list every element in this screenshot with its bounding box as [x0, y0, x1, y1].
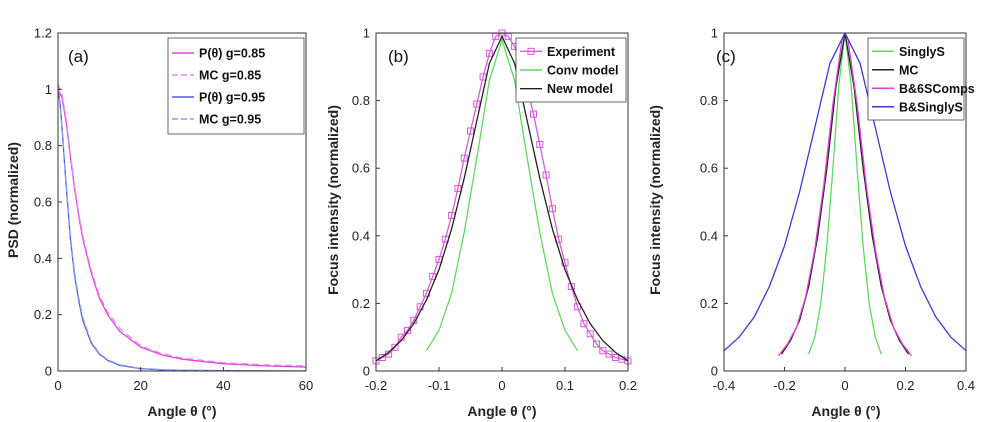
x-tick-label-b-4: 0.2	[619, 378, 637, 393]
panel-label-a: (a)	[68, 47, 89, 66]
data-point-b-0-25	[530, 110, 537, 118]
data-point-b-0-28	[548, 205, 556, 213]
y-tick-label-c-3: 0.6	[700, 161, 718, 176]
x-tick-label-b-2: 0	[498, 378, 505, 393]
y-tick-label-a-4: 0.8	[34, 138, 52, 153]
x-tick-label-a-0: 0	[54, 378, 61, 393]
series-line-b-2	[376, 34, 628, 362]
data-point-b-0-18	[485, 49, 493, 57]
chart-panel-a: 0 20 40 60 0 0.2 0.4 0.6 0.8 1 1.2 (a) Angle θ (°)…	[5, 26, 313, 420]
x-tick-label-c-2: 0	[841, 378, 848, 393]
y-tick-label-b-5: 1	[363, 26, 370, 41]
legend-label-a-1: MC g=0.85	[199, 69, 261, 83]
x-tick-label-c-0: -0.4	[713, 378, 735, 393]
y-tick-label-b-1: 0.2	[352, 296, 370, 311]
data-point-b-0-35	[593, 340, 600, 348]
legend-b: Experiment Conv model New model	[515, 37, 627, 103]
series-line-b-1	[425, 37, 579, 352]
x-tick-label-b-1: -0.1	[428, 378, 450, 393]
y-tick-label-b-4: 0.8	[352, 93, 370, 108]
x-tick-label-a-3: 60	[299, 378, 313, 393]
y-tick-label-a-0: 0	[45, 364, 52, 379]
data-point-b-0-27	[542, 171, 550, 179]
x-tick-label-c-3: 0.2	[896, 378, 914, 393]
data-point-b-0-5	[404, 326, 411, 334]
legend-box-a	[167, 37, 305, 135]
legend-label-b-2: New model	[547, 82, 613, 96]
panel-label-c: (c)	[716, 47, 736, 66]
x-tick-label-b-0: -0.2	[365, 378, 387, 393]
chart-panel-b: -0.2 -0.1 0 0.1 0.2 0 0.2 0.4 0.6 0.8 1 (b) Angle …	[325, 26, 637, 420]
axis-layer-a: 0 20 40 60 0 0.2 0.4 0.6 0.8 1 1.2	[34, 26, 313, 394]
legend-label-a-2: P(θ) g=0.95	[199, 91, 265, 105]
axis-layer-b: -0.2 -0.1 0 0.1 0.2 0 0.2 0.4 0.6 0.8 1	[352, 26, 637, 394]
y-tick-label-c-0: 0	[711, 364, 718, 379]
legend-label-a-0: P(θ) g=0.85	[199, 47, 265, 61]
y-tick-label-b-0: 0	[363, 364, 370, 379]
data-point-b-0-34	[586, 330, 594, 338]
series-line-a-3	[58, 86, 306, 371]
x-tick-label-a-1: 20	[133, 378, 147, 393]
legend-label-b-1: Conv model	[547, 64, 619, 78]
legend-label-c-1: MC	[899, 63, 918, 77]
y-axis-label-c: Focus intensity (normalized)	[647, 105, 663, 295]
series-line-c-3	[724, 33, 966, 352]
axis-layer-c: -0.4 -0.2 0 0.2 0.4 0 0.2 0.4 0.6 0.8 1	[700, 26, 975, 394]
legend-marker-b-0	[527, 47, 535, 55]
plot-layer-c	[724, 33, 966, 357]
y-tick-label-a-3: 0.6	[34, 195, 52, 210]
y-tick-label-a-6: 1.2	[34, 26, 52, 41]
y-tick-label-a-2: 0.4	[34, 251, 52, 266]
y-tick-label-c-5: 1	[711, 26, 718, 41]
legend-label-c-3: B&SinglyS	[899, 100, 963, 114]
data-point-b-0-26	[536, 141, 544, 148]
x-axis-label-b: Angle θ (°)	[467, 403, 536, 419]
y-tick-label-a-5: 1	[45, 82, 52, 97]
legend-a: P(θ) g=0.85 MC g=0.85 P(θ) g=0.95 MC g=0.95	[167, 37, 305, 135]
y-axis-label-b: Focus intensity (normalized)	[325, 105, 341, 295]
chart-panel-c: -0.4 -0.2 0 0.2 0.4 0 0.2 0.4 0.6 0.8 1 (c) Angle …	[647, 26, 975, 420]
data-point-b-0-15	[467, 127, 474, 135]
x-axis-label-a: Angle θ (°)	[147, 403, 216, 419]
y-tick-label-b-2: 0.4	[352, 228, 370, 243]
data-point-b-0-13	[454, 185, 462, 192]
x-tick-label-c-4: 0.4	[957, 378, 975, 393]
y-tick-label-b-3: 0.6	[352, 161, 370, 176]
plot-layer-b	[372, 29, 632, 365]
data-point-b-0-30	[561, 259, 569, 267]
x-axis-label-c: Angle θ (°)	[811, 403, 880, 419]
legend-label-c-2: B&6SComps	[899, 82, 975, 96]
data-point-b-0-14	[460, 154, 468, 162]
series-line-c-2	[777, 33, 913, 357]
data-point-b-0-3	[391, 343, 399, 351]
x-tick-label-b-3: 0.1	[556, 378, 574, 393]
legend-label-a-3: MC g=0.95	[199, 113, 261, 127]
series-line-a-1	[58, 83, 306, 367]
panel-label-b: (b)	[388, 47, 409, 66]
legend-c: SinglyS MC B&6SComps B&SinglyS	[867, 37, 975, 121]
y-tick-label-c-4: 0.8	[700, 93, 718, 108]
legend-label-b-0: Experiment	[547, 45, 616, 59]
data-point-b-0-16	[473, 100, 481, 108]
series-line-c-0	[808, 33, 882, 355]
plot-layer-a	[58, 83, 306, 371]
x-tick-label-c-1: -0.2	[773, 378, 795, 393]
series-line-a-0	[58, 89, 306, 368]
y-tick-label-c-1: 0.2	[700, 296, 718, 311]
data-point-b-0-33	[580, 320, 588, 328]
legend-label-c-0: SinglyS	[899, 45, 945, 59]
y-tick-label-c-2: 0.4	[700, 228, 718, 243]
y-tick-label-a-1: 0.2	[34, 307, 52, 322]
y-axis-label-a: PSD (normalized)	[5, 142, 21, 258]
x-tick-label-a-2: 40	[216, 378, 230, 393]
